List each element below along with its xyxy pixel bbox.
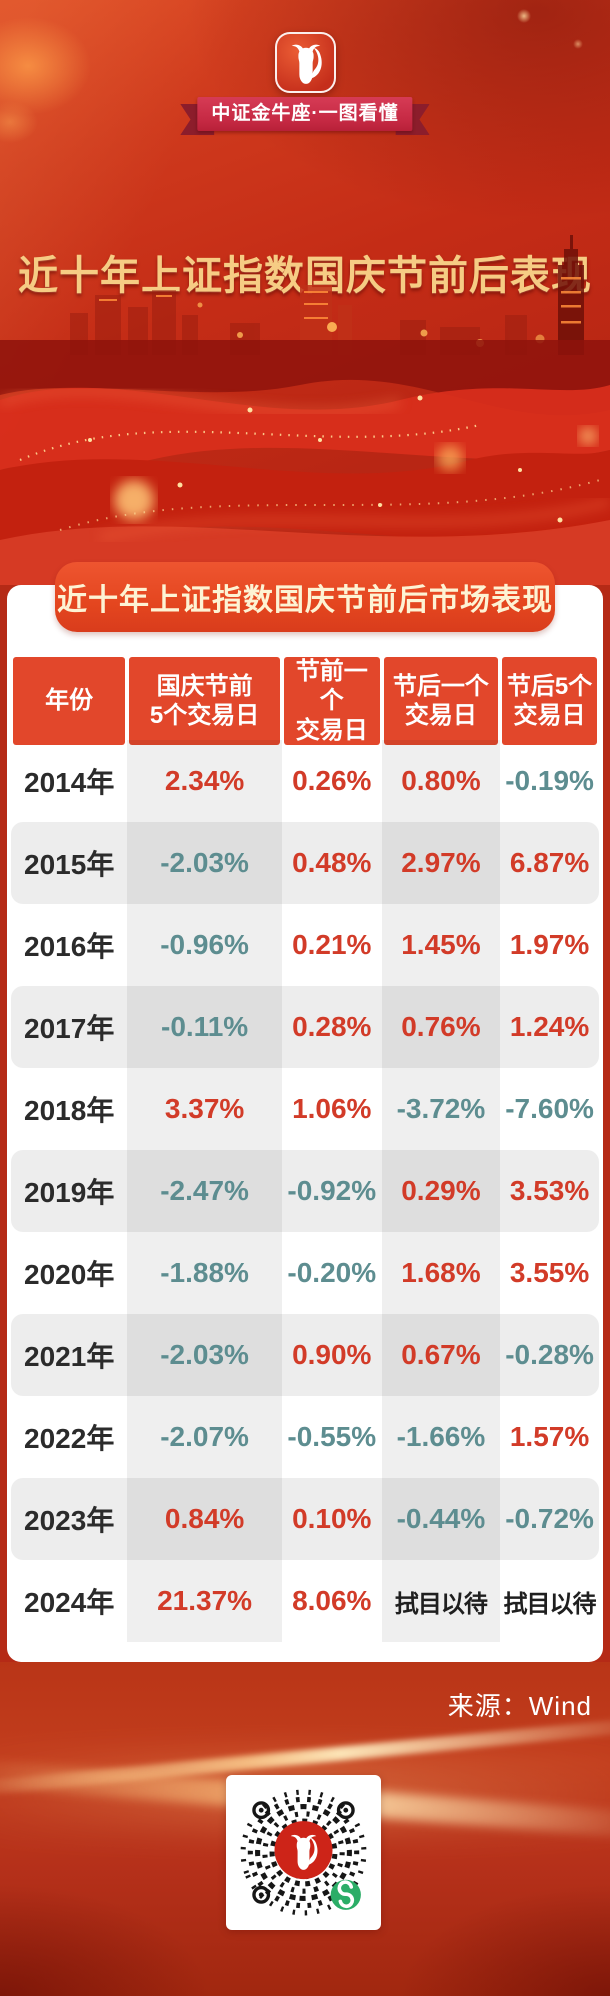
- value-cell-post5: -7.60%: [505, 1093, 594, 1124]
- value-cell-post1: -0.44%: [396, 1503, 486, 1534]
- table-row: 2015年 -2.03% 0.48% 2.97% 6.87%: [11, 822, 599, 904]
- year-cell: 2018年: [24, 1095, 115, 1126]
- table-header: 年份 国庆节前 5个交易日 节前一个 交易日 节后一个 交易日 节后5个 交易日: [11, 657, 599, 745]
- value-cell-post5: 6.87%: [509, 847, 590, 878]
- content-card: 年份 国庆节前 5个交易日 节前一个 交易日 节后一个 交易日 节后5个 交易日…: [7, 585, 603, 1662]
- value-cell-pre5: 0.84%: [164, 1503, 245, 1534]
- year-cell: 2024年: [24, 1587, 115, 1618]
- value-cell-pre1: 0.90%: [292, 1339, 372, 1370]
- value-cell-pre1: 0.10%: [292, 1503, 372, 1534]
- value-cell-pre5: -0.11%: [161, 1011, 249, 1042]
- value-cell-post5: 1.57%: [509, 1421, 590, 1452]
- value-cell-pre5: -2.03%: [160, 847, 249, 878]
- year-cell: 2022年: [24, 1423, 115, 1454]
- value-cell-post5: 1.24%: [509, 1011, 590, 1042]
- red-silk-art: [0, 340, 610, 585]
- value-cell-pre5: 2.34%: [164, 765, 245, 796]
- city-skyline-art: [70, 235, 584, 355]
- table-banner-pill: 近十年上证指数国庆节前后市场表现: [55, 562, 555, 632]
- column-stripe-pre5: [127, 740, 282, 1642]
- value-cell-pre1: -0.92%: [287, 1175, 377, 1206]
- column-stripe-post1: [381, 740, 501, 1642]
- table-row: 2024年 21.37% 8.06% 拭目以待 拭目以待: [11, 1560, 599, 1642]
- column-header-pre5: 国庆节前 5个交易日: [129, 657, 280, 745]
- year-cell: 2017年: [24, 1013, 115, 1044]
- value-cell-pre1: 0.28%: [292, 1011, 372, 1042]
- table-body: 2014年 2.34% 0.26% 0.80% -0.19% 2015年 -2.…: [11, 740, 599, 1642]
- qr-code: [240, 1789, 367, 1916]
- bull-icon: [287, 40, 325, 86]
- table-row: 2019年 -2.47% -0.92% 0.29% 3.53%: [11, 1150, 599, 1232]
- brand-ribbon: 中证金牛座·一图看懂: [180, 97, 430, 135]
- value-cell-pre5: 3.37%: [164, 1093, 245, 1124]
- value-cell-pre1: 8.06%: [292, 1585, 372, 1616]
- value-cell-pre5: -1.88%: [160, 1257, 249, 1288]
- year-cell: 2019年: [24, 1177, 115, 1208]
- value-cell-post5: -0.19%: [505, 765, 594, 796]
- table-row: 2014年 2.34% 0.26% 0.80% -0.19%: [11, 740, 599, 822]
- column-header-post1: 节后一个 交易日: [383, 657, 499, 745]
- value-cell-pre1: 0.26%: [292, 765, 372, 796]
- year-cell: 2023年: [24, 1505, 115, 1536]
- year-cell: 2021年: [24, 1341, 115, 1372]
- table-row: 2023年 0.84% 0.10% -0.44% -0.72%: [11, 1478, 599, 1560]
- value-cell-pre5: 21.37%: [157, 1585, 253, 1616]
- table-row: 2021年 -2.03% 0.90% 0.67% -0.28%: [11, 1314, 599, 1396]
- year-cell: 2016年: [24, 931, 115, 962]
- column-header-year: 年份: [13, 657, 126, 745]
- hero-section: 中证金牛座·一图看懂 近十年上证指数国庆节前后表现: [0, 0, 610, 585]
- value-cell-post5: -0.72%: [505, 1503, 594, 1534]
- value-cell-post1: 拭目以待: [394, 1590, 488, 1618]
- bull-logo: [275, 32, 336, 93]
- value-cell-post1: 1.68%: [401, 1257, 481, 1288]
- year-cell: 2020年: [24, 1259, 115, 1290]
- qr-card: [226, 1775, 381, 1930]
- value-cell-post1: -1.66%: [396, 1421, 486, 1452]
- value-cell-pre1: -0.20%: [287, 1257, 377, 1288]
- value-cell-post1: 1.45%: [401, 929, 481, 960]
- column-header-pre1: 节前一个 交易日: [283, 657, 380, 745]
- brand-badge: 中证金牛座·一图看懂: [197, 97, 413, 131]
- value-cell-post1: -3.72%: [396, 1093, 486, 1124]
- table-row: 2020年 -1.88% -0.20% 1.68% 3.55%: [11, 1232, 599, 1314]
- value-cell-pre1: 0.48%: [292, 847, 372, 878]
- table-row: 2018年 3.37% 1.06% -3.72% -7.60%: [11, 1068, 599, 1150]
- wechat-miniprogram-icon: [330, 1879, 361, 1910]
- value-cell-post1: 0.80%: [401, 765, 481, 796]
- value-cell-post1: 2.97%: [401, 847, 481, 878]
- value-cell-post5: 3.55%: [509, 1257, 590, 1288]
- value-cell-pre5: -0.96%: [160, 929, 249, 960]
- value-cell-post1: 0.67%: [401, 1339, 481, 1370]
- value-cell-pre5: -2.47%: [160, 1175, 249, 1206]
- year-cell: 2015年: [24, 849, 115, 880]
- value-cell-pre5: -2.03%: [160, 1339, 249, 1370]
- column-header-post5: 节后5个 交易日: [502, 657, 597, 745]
- value-cell-post5: 3.53%: [509, 1175, 590, 1206]
- value-cell-post1: 0.76%: [401, 1011, 481, 1042]
- value-cell-post5: -0.28%: [505, 1339, 594, 1370]
- year-cell: 2014年: [24, 767, 115, 798]
- table-row: 2022年 -2.07% -0.55% -1.66% 1.57%: [11, 1396, 599, 1478]
- value-cell-pre1: -0.55%: [287, 1421, 377, 1452]
- value-cell-pre1: 0.21%: [292, 929, 372, 960]
- value-cell-post5: 拭目以待: [503, 1590, 597, 1618]
- value-cell-pre1: 1.06%: [292, 1093, 372, 1124]
- source-caption: 来源：Wind: [447, 1691, 592, 1721]
- table-row: 2016年 -0.96% 0.21% 1.45% 1.97%: [11, 904, 599, 986]
- table-row: 2017年 -0.11% 0.28% 0.76% 1.24%: [11, 986, 599, 1068]
- value-cell-pre5: -2.07%: [160, 1421, 249, 1452]
- value-cell-post5: 1.97%: [509, 929, 590, 960]
- value-cell-post1: 0.29%: [401, 1175, 481, 1206]
